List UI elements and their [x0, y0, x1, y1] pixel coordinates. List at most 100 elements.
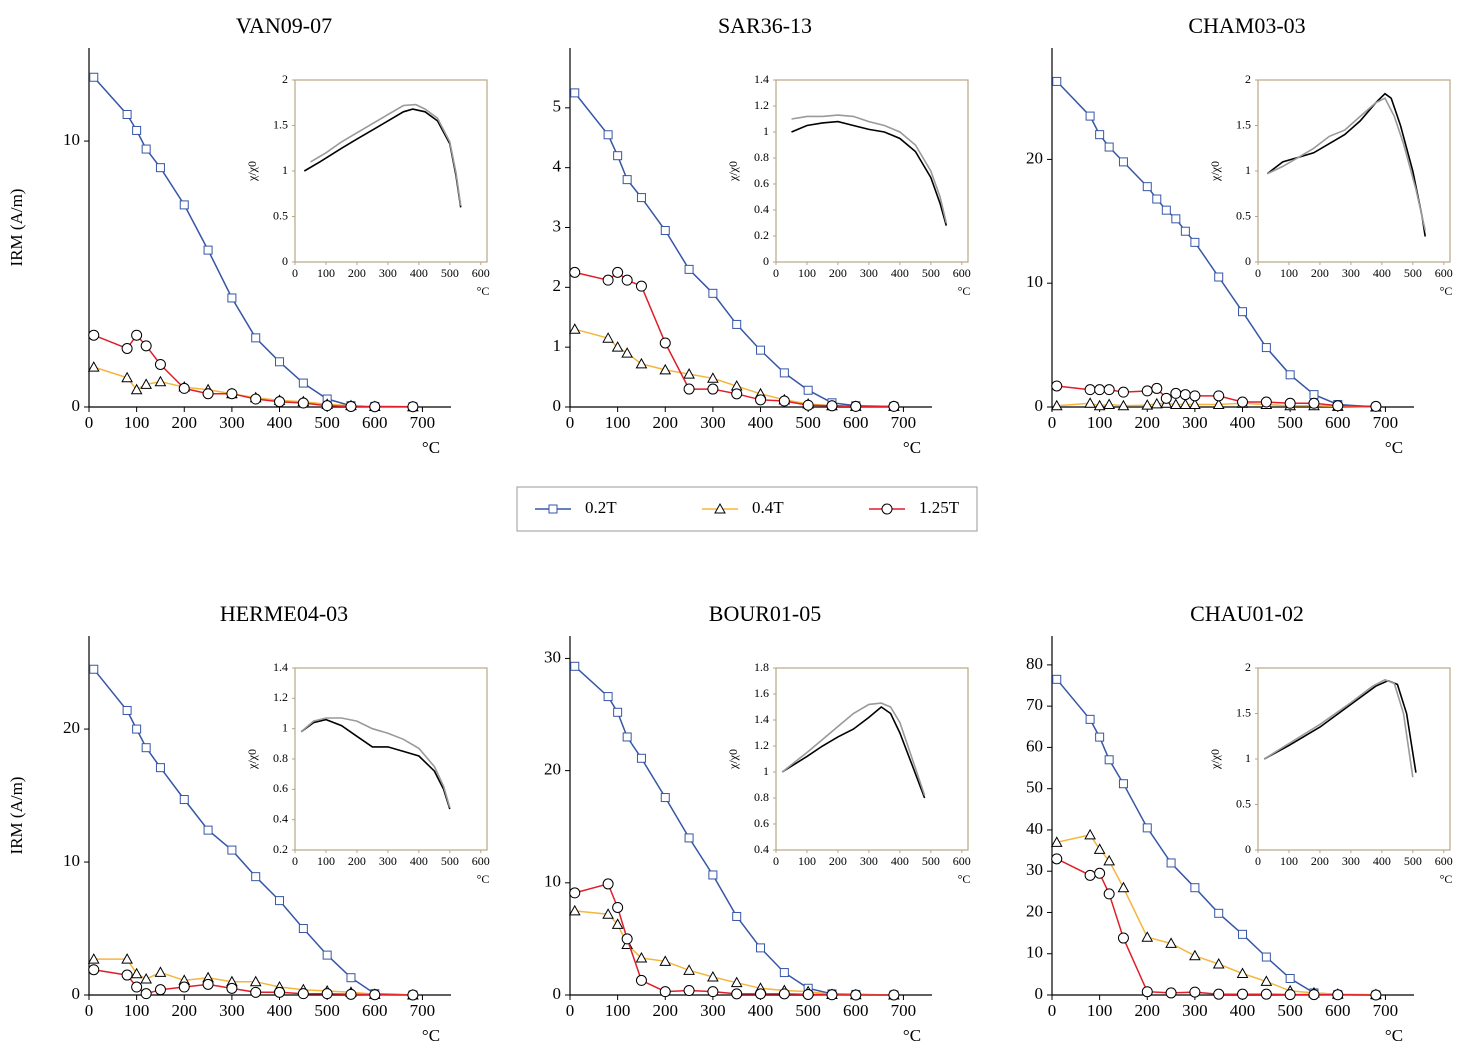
y-tick-label: 0: [72, 984, 81, 1003]
x-tick-label: 500: [1277, 413, 1303, 432]
x-tick-label: 500: [314, 1001, 340, 1020]
circle-marker: [131, 329, 143, 341]
x-tick-label: 400: [1230, 413, 1256, 432]
legend-label: 1.25T: [919, 498, 960, 517]
y-tick-label: 1.4: [754, 72, 769, 86]
square-marker: [1238, 929, 1248, 939]
x-tick-label: 600: [1325, 1001, 1351, 1020]
circle-marker: [369, 989, 381, 1001]
y-tick-label: 0: [553, 984, 562, 1003]
square-marker: [89, 664, 99, 674]
x-axis-label: °C: [903, 1026, 921, 1045]
circle-marker: [345, 400, 357, 412]
square-marker: [613, 151, 623, 161]
square-marker: [1214, 908, 1224, 918]
x-tick-label: 500: [314, 413, 340, 432]
circle-marker: [274, 986, 286, 998]
x-tick-label: 400: [410, 266, 428, 280]
x-axis-label: °C: [422, 438, 440, 457]
square-marker: [636, 753, 646, 763]
circle-marker: [731, 988, 743, 1000]
triangle-marker: [249, 975, 262, 987]
circle-marker: [1308, 989, 1320, 1001]
y-tick-label: 0.8: [754, 790, 769, 804]
circle-marker: [250, 986, 262, 998]
x-tick-label: 400: [1373, 854, 1391, 868]
circle-marker: [888, 400, 900, 412]
x-tick-label: 500: [922, 854, 940, 868]
x-tick-label: 300: [379, 854, 397, 868]
y-tick-label: 0.6: [273, 781, 288, 795]
x-tick-label: 100: [124, 413, 150, 432]
square-marker: [141, 743, 151, 753]
circle-marker: [621, 933, 633, 945]
circle-marker: [226, 388, 238, 400]
y-axis-label: χ/χ0: [245, 161, 259, 182]
circle-marker: [569, 266, 581, 278]
circle-marker: [1189, 986, 1201, 998]
y-tick-label: 0.6: [754, 176, 769, 190]
triangle-marker: [730, 976, 743, 988]
x-tick-label: 500: [922, 266, 940, 280]
x-tick-label: 100: [798, 266, 816, 280]
square-marker: [203, 825, 213, 835]
y-axis-label: χ/χ0: [726, 749, 740, 770]
y-axis-label: χ/χ0: [245, 749, 259, 770]
square-marker: [1052, 76, 1062, 86]
x-tick-label: 300: [700, 1001, 726, 1020]
x-tick-label: 200: [348, 266, 366, 280]
square-marker: [1152, 194, 1162, 204]
x-tick-label: 100: [1280, 266, 1298, 280]
square-marker: [1190, 237, 1200, 247]
square-marker: [1180, 226, 1190, 236]
circle-marker: [1332, 400, 1344, 412]
circle-marker: [297, 988, 309, 1000]
chart-title: HERME04-03: [220, 601, 348, 626]
circle-marker: [1370, 989, 1382, 1001]
x-tick-label: 600: [362, 413, 388, 432]
legend-label: 0.4T: [752, 498, 784, 517]
x-tick-label: 200: [348, 854, 366, 868]
y-tick-label: 1.4: [754, 712, 769, 726]
circle-marker: [1213, 988, 1225, 1000]
square-marker: [660, 225, 670, 235]
y-tick-label: 3: [553, 216, 562, 235]
y-tick-label: 0: [72, 396, 81, 415]
square-marker: [622, 732, 632, 742]
triangle-marker: [1093, 399, 1106, 411]
square-marker: [1309, 390, 1319, 400]
x-tick-label: 300: [1182, 1001, 1208, 1020]
y-tick-label: 20: [1026, 148, 1043, 167]
triangle-marker: [1189, 398, 1201, 410]
circle-marker: [297, 397, 309, 409]
square-marker: [1118, 779, 1128, 789]
square-marker: [322, 950, 332, 960]
square-marker: [803, 385, 813, 395]
x-axis-label: °C: [958, 284, 971, 298]
circle-marker: [407, 989, 419, 1001]
circle-marker: [1103, 888, 1115, 900]
susceptibility-curve: [310, 103, 462, 206]
x-tick-label: 600: [1435, 854, 1453, 868]
y-tick-label: 0: [553, 396, 562, 415]
y-tick-label: 2: [553, 276, 562, 295]
x-tick-label: 700: [410, 1001, 436, 1020]
y-tick-label: 0.8: [273, 751, 288, 765]
y-tick-label: 70: [1026, 695, 1043, 714]
triangle-marker: [707, 372, 719, 383]
y-tick-label: 0: [1245, 842, 1251, 856]
circle-marker: [659, 986, 671, 998]
triangle-marker: [87, 361, 100, 372]
inset-frame: [294, 667, 488, 851]
y-tick-label: 80: [1026, 654, 1043, 673]
circle-marker: [621, 274, 633, 286]
square-marker: [732, 319, 742, 329]
triangle-marker: [1236, 967, 1249, 979]
square-marker: [1085, 714, 1095, 724]
inset-frame: [775, 79, 969, 263]
square-marker: [122, 705, 132, 715]
triangle-marker: [1103, 398, 1116, 410]
square-marker: [779, 968, 789, 978]
square-marker: [298, 378, 308, 388]
circle-marker: [778, 988, 790, 1000]
